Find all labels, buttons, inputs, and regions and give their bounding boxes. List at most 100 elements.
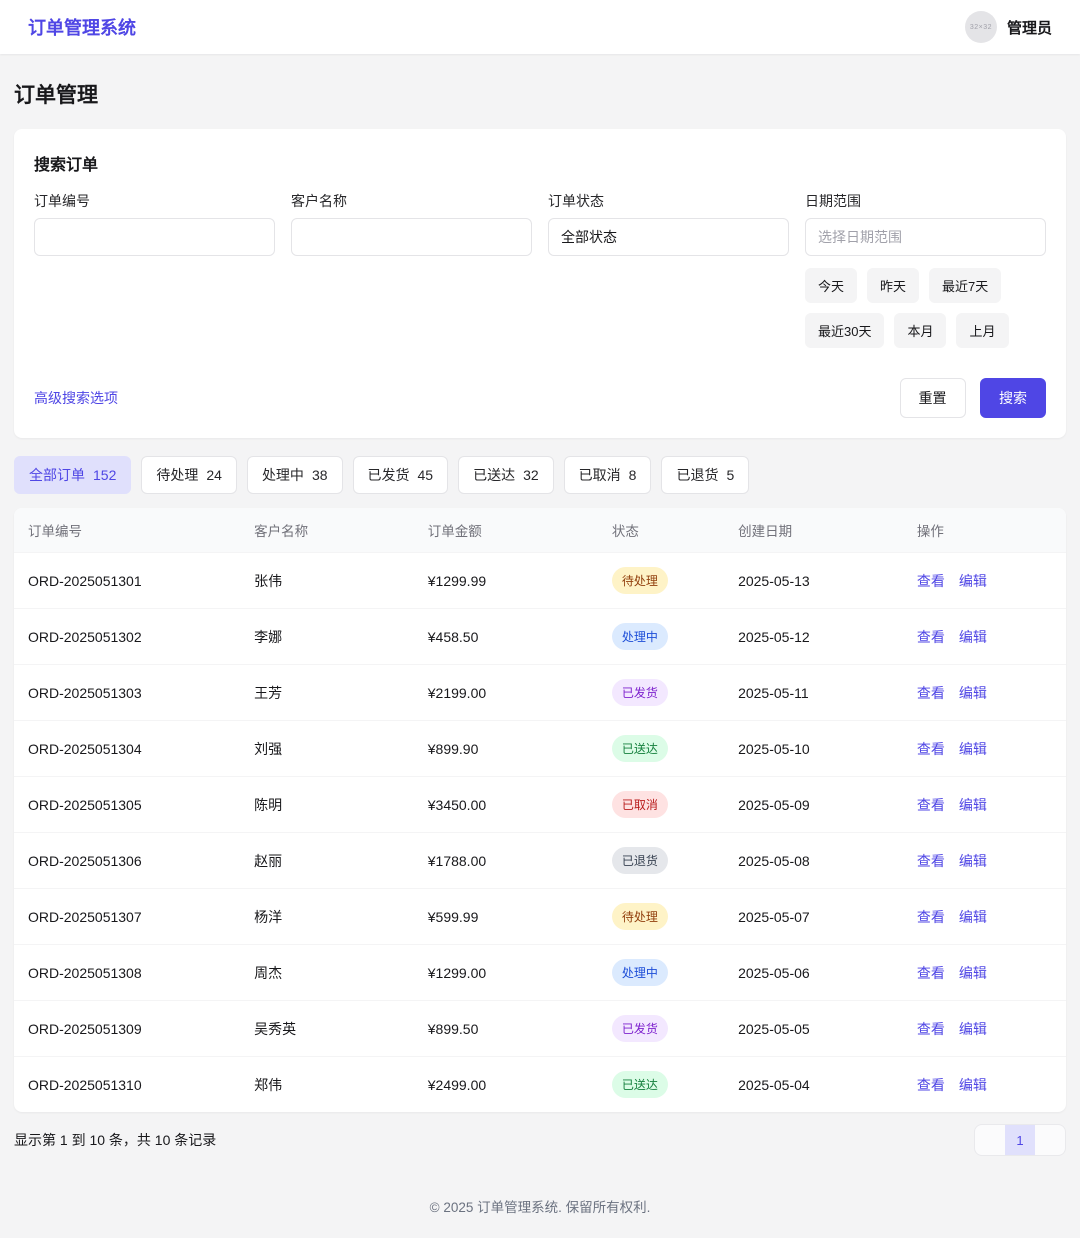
order-number-cell: ORD-2025051303 [14,665,240,721]
edit-order-link[interactable]: 编辑 [959,1077,987,1093]
order-number-cell: ORD-2025051308 [14,945,240,1001]
status-badge: 待处理 [612,903,668,930]
records-summary: 显示第 1 到 10 条，共 10 条记录 [14,1130,216,1150]
view-order-link[interactable]: 查看 [917,685,945,701]
order-number-cell: ORD-2025051301 [14,553,240,609]
view-order-link[interactable]: 查看 [917,1021,945,1037]
edit-order-link[interactable]: 编辑 [959,685,987,701]
amount-cell: ¥2199.00 [414,665,598,721]
status-cell: 处理中 [598,945,724,1001]
customer-cell: 郑伟 [240,1057,414,1113]
customer-cell: 赵丽 [240,833,414,889]
orders-table-body: ORD-2025051301张伟¥1299.99待处理2025-05-13查看编… [14,553,1066,1113]
order-number-input[interactable] [34,218,275,256]
pagination: 1 [974,1124,1066,1156]
edit-order-link[interactable]: 编辑 [959,741,987,757]
status-tab[interactable]: 已退货5 [661,456,749,494]
quick-range-button[interactable]: 上月 [956,313,1008,348]
customer-cell: 张伟 [240,553,414,609]
edit-order-link[interactable]: 编辑 [959,853,987,869]
tab-count: 32 [523,467,539,483]
edit-order-link[interactable]: 编辑 [959,909,987,925]
status-cell: 处理中 [598,609,724,665]
view-order-link[interactable]: 查看 [917,853,945,869]
table-row: ORD-2025051303王芳¥2199.00已发货2025-05-11查看编… [14,665,1066,721]
search-actions-row: 高级搜索选项 重置 搜索 [34,378,1046,418]
order-status-selected-value: 全部状态 [561,227,617,247]
next-page-button[interactable] [1035,1125,1065,1155]
quick-range-button[interactable]: 最近30天 [805,313,884,348]
app-title: 订单管理系统 [28,14,136,40]
view-order-link[interactable]: 查看 [917,797,945,813]
order-status-label: 订单状态 [548,191,789,211]
edit-order-link[interactable]: 编辑 [959,629,987,645]
view-order-link[interactable]: 查看 [917,909,945,925]
date-cell: 2025-05-06 [724,945,903,1001]
status-tabs: 全部订单152 待处理24 处理中38 已发货45 已送达 32 已取消8已退货5 [14,456,1066,494]
tab-label: 已送达 [473,465,515,485]
view-order-link[interactable]: 查看 [917,1077,945,1093]
reset-button[interactable]: 重置 [900,378,966,418]
advanced-search-link[interactable]: 高级搜索选项 [34,388,118,408]
quick-range-button[interactable]: 本月 [894,313,946,348]
date-cell: 2025-05-13 [724,553,903,609]
status-badge: 已送达 [612,1071,668,1098]
status-tab[interactable]: 处理中38 [247,456,343,494]
status-cell: 已送达 [598,1057,724,1113]
actions-cell: 查看编辑 [903,609,1066,665]
view-order-link[interactable]: 查看 [917,629,945,645]
date-range-label: 日期范围 [805,191,1046,211]
column-header-order-number: 订单编号 [14,508,240,553]
copyright-text: © 2025 订单管理系统. 保留所有权利. [14,1196,1066,1238]
table-row: ORD-2025051306赵丽¥1788.00已退货2025-05-08查看编… [14,833,1066,889]
order-number-cell: ORD-2025051304 [14,721,240,777]
search-button[interactable]: 搜索 [980,378,1046,418]
status-tab[interactable]: 已送达 32 [458,456,554,494]
table-row: ORD-2025051309吴秀英¥899.50已发货2025-05-05查看编… [14,1001,1066,1057]
status-tab[interactable]: 已发货45 [353,456,449,494]
view-order-link[interactable]: 查看 [917,741,945,757]
tab-label: 处理中 [262,465,304,485]
customer-cell: 吴秀英 [240,1001,414,1057]
order-number-label: 订单编号 [34,191,275,211]
view-order-link[interactable]: 查看 [917,573,945,589]
avatar: 32×32 [965,11,997,43]
order-status-select[interactable]: 全部状态 [548,218,789,256]
actions-cell: 查看编辑 [903,665,1066,721]
order-status-field-group: 订单状态 全部状态 [548,191,789,348]
edit-order-link[interactable]: 编辑 [959,965,987,981]
view-order-link[interactable]: 查看 [917,965,945,981]
status-cell: 已退货 [598,833,724,889]
actions-cell: 查看编辑 [903,721,1066,777]
previous-page-button[interactable] [975,1125,1005,1155]
customer-name-input[interactable] [291,218,532,256]
page-number-button[interactable]: 1 [1005,1125,1035,1155]
status-badge: 已退货 [612,847,668,874]
edit-order-link[interactable]: 编辑 [959,1021,987,1037]
amount-cell: ¥1299.00 [414,945,598,1001]
edit-order-link[interactable]: 编辑 [959,797,987,813]
date-cell: 2025-05-11 [724,665,903,721]
status-cell: 待处理 [598,553,724,609]
quick-range-button[interactable]: 最近7天 [929,268,1001,303]
edit-order-link[interactable]: 编辑 [959,573,987,589]
column-header-customer: 客户名称 [240,508,414,553]
status-tab[interactable]: 已取消8 [564,456,652,494]
quick-range-button[interactable]: 今天 [805,268,857,303]
orders-table-card: 订单编号 客户名称 订单金额 状态 创建日期 操作 ORD-2025051301… [14,508,1066,1112]
customer-cell: 王芳 [240,665,414,721]
date-range-input[interactable] [805,218,1046,256]
tab-count: 45 [418,467,434,483]
status-cell: 已送达 [598,721,724,777]
quick-date-ranges: 今天昨天最近7天最近30天本月上月 [805,268,1046,348]
amount-cell: ¥899.90 [414,721,598,777]
column-header-status: 状态 [598,508,724,553]
table-row: ORD-2025051307杨洋¥599.99待处理2025-05-07查看编辑 [14,889,1066,945]
status-tab[interactable]: 待处理24 [141,456,237,494]
order-number-cell: ORD-2025051309 [14,1001,240,1057]
tab-count: 24 [206,467,222,483]
status-tab[interactable]: 全部订单152 [14,456,131,494]
actions-cell: 查看编辑 [903,1057,1066,1113]
quick-range-button[interactable]: 昨天 [867,268,919,303]
status-cell: 已发货 [598,1001,724,1057]
